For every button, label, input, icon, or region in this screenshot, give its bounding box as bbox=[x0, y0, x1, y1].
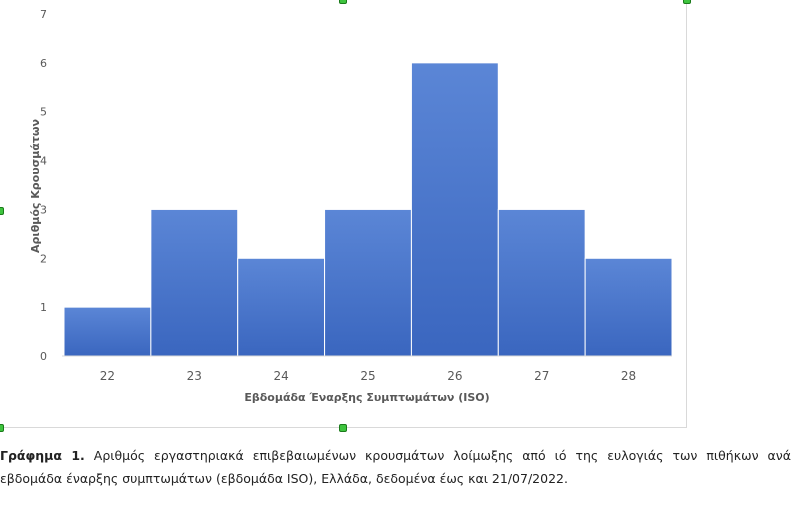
resize-handle-bottom-left[interactable] bbox=[0, 424, 4, 432]
x-tick-label: 22 bbox=[100, 369, 115, 383]
y-tick-label: 5 bbox=[40, 106, 47, 119]
y-tick-label: 7 bbox=[40, 8, 47, 21]
resize-handle-bottom-middle[interactable] bbox=[339, 424, 347, 432]
bar-week-27 bbox=[497, 208, 586, 357]
x-tick-label: 23 bbox=[187, 369, 202, 383]
resize-handle-top-right[interactable] bbox=[683, 0, 691, 4]
x-tick-label: 26 bbox=[447, 369, 462, 383]
bar-week-22 bbox=[63, 306, 152, 357]
caption-label: Γράφημα 1. bbox=[0, 448, 85, 463]
x-tick-label: 27 bbox=[534, 369, 549, 383]
resize-handle-middle-left[interactable] bbox=[0, 207, 4, 215]
x-axis-label: Εβδομάδα Έναρξης Συμπτωμάτων (ISO) bbox=[244, 391, 489, 404]
y-tick-label: 1 bbox=[40, 301, 47, 314]
x-tick-label: 24 bbox=[274, 369, 289, 383]
bar-week-25 bbox=[324, 208, 412, 357]
resize-handle-top-middle[interactable] bbox=[339, 0, 347, 4]
y-tick-label: 4 bbox=[40, 155, 47, 168]
x-tick-label: 28 bbox=[621, 369, 636, 383]
y-tick-label: 6 bbox=[40, 57, 47, 70]
y-tick-label: 3 bbox=[40, 203, 47, 216]
y-tick-label: 2 bbox=[40, 252, 47, 265]
bar-week-23 bbox=[150, 208, 239, 357]
bar-week-28 bbox=[584, 257, 673, 357]
figure-caption: Γράφημα 1. Αριθμός εργαστηριακά επιβεβαι… bbox=[0, 444, 791, 490]
bar-week-26 bbox=[410, 62, 499, 357]
x-tick-label: 25 bbox=[360, 369, 375, 383]
caption-text: Αριθμός εργαστηριακά επιβεβαιωμένων κρου… bbox=[0, 448, 791, 486]
bar-week-24 bbox=[237, 257, 326, 357]
y-axis-label: Αριθμός Κρουσμάτων bbox=[29, 119, 42, 253]
y-tick-label: 0 bbox=[40, 350, 47, 363]
